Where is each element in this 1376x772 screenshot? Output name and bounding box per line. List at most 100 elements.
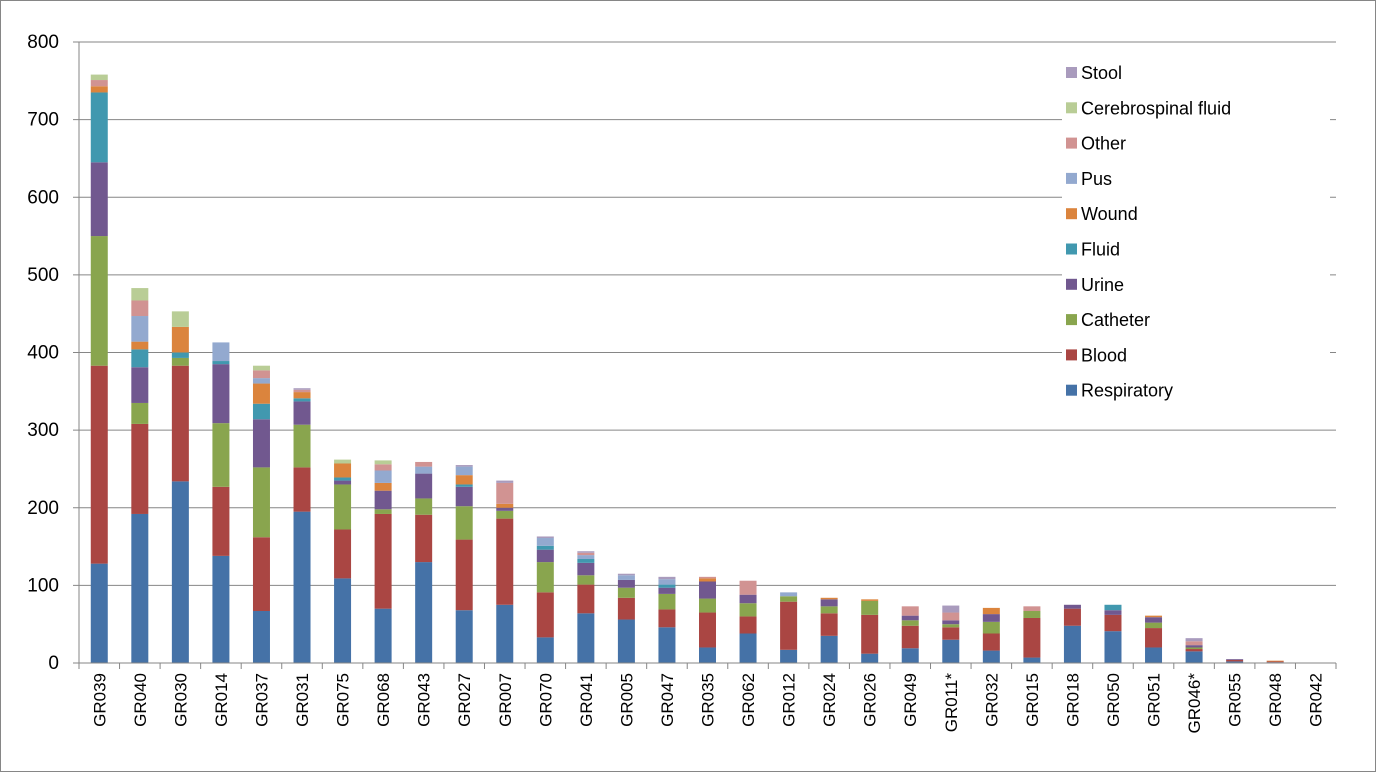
bar-segment-catheter xyxy=(901,620,919,626)
bar-segment-respiratory xyxy=(901,648,919,663)
bar-segment-respiratory xyxy=(293,511,311,663)
bar-segment-fluid xyxy=(212,361,230,365)
bar-segment-other xyxy=(942,612,960,621)
bar-segment-wound xyxy=(820,597,838,600)
bar-segment-pus xyxy=(252,378,270,384)
bar-segment-stool xyxy=(577,551,595,553)
bar-segment-respiratory xyxy=(699,647,716,663)
bar-segment-catheter xyxy=(780,596,798,602)
legend-label: Urine xyxy=(1081,275,1124,295)
bar-segment-blood xyxy=(536,592,554,638)
bar-segment-fluid xyxy=(90,92,108,163)
bar-segment-cerebrospinal-fluid xyxy=(131,288,149,301)
x-tick-label: GR047 xyxy=(658,673,677,727)
bar-segment-respiratory xyxy=(1185,651,1203,663)
bar-segment-blood xyxy=(252,537,270,611)
bar-segment-wound xyxy=(171,326,189,353)
bar-segment-respiratory xyxy=(982,650,1000,663)
bar-segment-other xyxy=(90,80,108,87)
y-tick-label: 300 xyxy=(27,420,59,441)
bar-segment-catheter xyxy=(699,598,716,613)
bar-segment-blood xyxy=(1226,659,1244,662)
bar-segment-blood xyxy=(90,365,108,564)
y-tick-label: 200 xyxy=(27,498,59,519)
bar-segment-catheter xyxy=(496,510,514,519)
x-tick-label: GR011* xyxy=(942,673,961,733)
legend-label: Cerebrospinal fluid xyxy=(1081,98,1231,118)
bar-segment-catheter xyxy=(131,402,149,424)
bar-segment-respiratory xyxy=(374,608,392,663)
x-tick-label: GR075 xyxy=(334,673,353,727)
bar-segment-blood xyxy=(1063,608,1081,626)
bar-segment-pus xyxy=(374,470,392,483)
bar-segment-pus xyxy=(415,466,433,474)
bar-segment-respiratory xyxy=(90,563,108,663)
x-tick-label: GR041 xyxy=(577,673,596,727)
axes: 0 100 200 300 400 500 600 700 800 GR039 GR040 GR030… xyxy=(27,32,1337,734)
bar-segment-respiratory xyxy=(455,610,473,663)
bar-segment-blood xyxy=(212,486,230,556)
x-tick-label: GR042 xyxy=(1307,673,1326,727)
bar-segment-wound xyxy=(1266,660,1284,662)
bar-segment-pus xyxy=(577,555,595,559)
bar-segment-other xyxy=(496,482,514,504)
bar-segment-fluid xyxy=(1104,604,1122,611)
bar-segment-other xyxy=(577,552,595,556)
bar-segment-stool xyxy=(293,388,311,390)
bar-segment-fluid xyxy=(334,477,352,481)
bar-segment-cerebrospinal-fluid xyxy=(90,74,108,81)
bar-segment-fluid xyxy=(131,349,149,368)
bar-segment-respiratory xyxy=(1104,631,1122,663)
bar-segment-urine xyxy=(90,162,108,237)
bar-segment-pus xyxy=(780,592,798,597)
bar-segment-respiratory xyxy=(252,610,270,663)
bar-segment-pus xyxy=(658,579,676,585)
bar-segment-respiratory xyxy=(334,578,352,663)
bar-segment-respiratory xyxy=(942,639,960,663)
bar-segment-other xyxy=(293,389,311,393)
bar-segment-fluid xyxy=(658,584,676,588)
bar-segment-blood xyxy=(861,614,879,654)
bar-segment-blood xyxy=(577,584,595,614)
bar-segment-other xyxy=(131,300,149,317)
y-tick-label: 700 xyxy=(27,110,59,131)
bar-segment-blood xyxy=(820,613,838,636)
bar-segment-pus xyxy=(455,466,473,476)
bar-segment-respiratory xyxy=(171,481,189,663)
bar-segment-blood xyxy=(1266,661,1284,663)
bar-segment-wound xyxy=(861,599,879,601)
bar-segment-blood xyxy=(1145,628,1163,648)
bar-segment-blood xyxy=(699,612,716,648)
legend-swatch xyxy=(1066,102,1077,114)
bar-segment-urine xyxy=(739,594,757,604)
legend-swatch xyxy=(1066,243,1077,255)
bar-segment-catheter xyxy=(415,498,433,515)
y-tick-label: 0 xyxy=(48,653,59,674)
bar-segment-urine xyxy=(455,486,473,507)
bar-segment-respiratory xyxy=(1226,661,1244,663)
bar-segment-blood xyxy=(739,616,757,634)
bar-segment-catheter xyxy=(820,606,838,614)
bar-segment-pus xyxy=(131,316,149,342)
bar-segment-respiratory xyxy=(780,649,798,663)
bar-segment-stool xyxy=(536,536,554,539)
bar-segment-wound xyxy=(374,482,392,491)
legend-label: Fluid xyxy=(1081,240,1120,260)
x-tick-label: GR062 xyxy=(739,673,758,727)
bar-segment-wound xyxy=(982,607,1000,615)
bar-segment-respiratory xyxy=(577,613,595,663)
bar-segment-urine xyxy=(982,614,1000,622)
legend-swatch xyxy=(1066,278,1077,290)
bar-segment-catheter xyxy=(577,575,595,585)
bar-segment-wound xyxy=(1145,615,1163,618)
bar-segment-fluid xyxy=(577,558,595,563)
x-tick-label: GR031 xyxy=(293,673,312,727)
bar-segment-blood xyxy=(982,633,1000,651)
legend: Stool Cerebrospinal fluid Other Pus Wound Flu… xyxy=(1062,56,1330,414)
x-tick-label: GR035 xyxy=(699,673,718,727)
x-tick-label: GR046* xyxy=(1185,673,1204,734)
bar-segment-catheter xyxy=(455,506,473,540)
legend-swatch xyxy=(1066,172,1077,184)
legend-label: Wound xyxy=(1081,204,1138,224)
bar-segment-catheter xyxy=(861,600,879,615)
